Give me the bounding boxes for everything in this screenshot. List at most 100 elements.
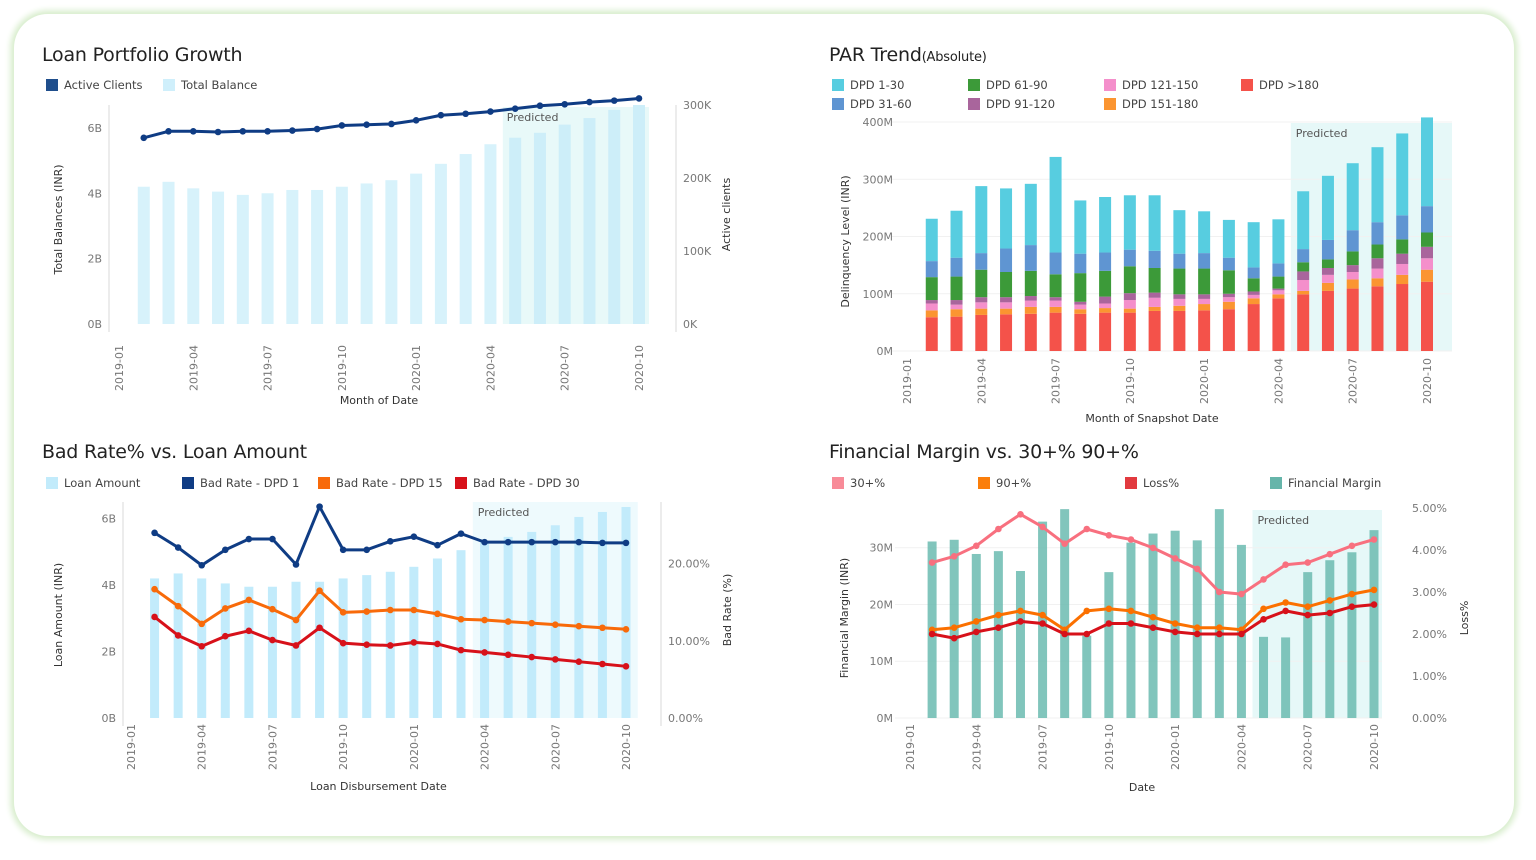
point-bad-rate-dpd-30 [339,639,347,647]
y2-axis-title: Active clients [720,177,733,251]
point-bad-rate-dpd-15 [410,606,418,614]
bar [315,581,325,718]
legend-item-bad-rate-dpd30[interactable]: Bad Rate - DPD 30 [455,476,580,490]
legend-item-dpd-1-30[interactable]: DPD 1-30 [832,78,904,92]
x-tick-label: 2019-01 [901,358,914,404]
legend-item-30-plus[interactable]: 30+% [832,476,885,490]
x-tick-label: 2019-04 [196,724,209,770]
y2-axis-title: Bad Rate (%) [721,574,734,647]
y-tick-label: 30M [870,542,894,555]
bar [971,553,981,718]
bar-segment-dpd-91-120 [1000,297,1013,303]
point-active-clients [313,125,321,133]
bar-segment-dpd-91-120 [1173,294,1186,299]
legend-item-active-clients[interactable]: Active Clients [46,78,143,92]
point-loss [1193,630,1201,638]
legend-label: Total Balance [181,78,258,92]
bar-segment-dpd-61-90 [1024,270,1037,297]
point-bad-rate-dpd-1 [504,538,512,546]
x-tick-label: 2019-01 [113,345,126,391]
chart-title-bad-rate: Bad Rate% vs. Loan Amount [42,441,307,463]
bar-segment-dpd-121-150 [950,304,963,310]
bar [993,551,1003,718]
bar-segment-dpd-61-90 [1272,276,1285,289]
bar-segment-dpd-31-60 [1024,245,1037,271]
legend-item-loan-amount[interactable]: Loan Amount [46,476,140,490]
bar-segment-dpd-121-150 [925,303,938,311]
x-tick-label: 2020-01 [1198,358,1211,404]
bar [484,144,497,324]
bar-segment-dpd-61-90 [1371,244,1384,259]
point-bad-rate-dpd-15 [528,619,536,627]
legend-item-dpd-180-plus[interactable]: DPD >180 [1241,78,1319,92]
point-bad-rate-dpd-1 [292,561,300,568]
legend-item-dpd-121-150[interactable]: DPD 121-150 [1104,78,1198,92]
bar-segment-dpd-1-30 [1074,200,1087,254]
legend-item-dpd-151-180[interactable]: DPD 151-180 [1104,97,1198,111]
bar-segment-dpd-31-60 [1346,230,1359,252]
legend-item-90-plus[interactable]: 90+% [978,476,1031,490]
bar-segment-dpd-121-150 [1371,268,1384,279]
bar-segment-dpd-121-150 [1247,294,1260,299]
point-bad-rate-dpd-30 [457,646,465,654]
legend-swatch [182,477,194,489]
legend-swatch [832,79,844,91]
bar-segment-dpd-1-30 [1222,219,1235,258]
legend-item-bad-rate-dpd15[interactable]: Bad Rate - DPD 15 [318,476,443,490]
point-active-clients [586,98,593,106]
bar-segment-dpd-1-30 [1148,195,1161,251]
point-bad-rate-dpd-1 [575,538,583,546]
bar-segment-dpd-151-180 [1123,308,1136,313]
x-tick-label: 2019-04 [975,358,988,404]
legend-item-dpd-31-60[interactable]: DPD 31-60 [832,97,912,111]
point-30 [995,525,1002,533]
y-tick-label: 10M [870,655,894,668]
bar [1325,560,1335,718]
legend-swatch [968,79,980,91]
bar-segment-dpd-180 [925,317,938,351]
bar-segment-dpd-1-30 [1346,163,1359,231]
point-active-clients [437,111,445,119]
y2-tick-label: 10.00% [668,635,710,648]
x-tick-label: 2020-10 [1421,358,1434,404]
point-loss [1017,618,1024,625]
bar-segment-dpd-151-180 [1049,306,1062,313]
bar [459,154,472,324]
point-bad-rate-dpd-1 [269,535,276,543]
point-90 [1149,613,1157,621]
point-bad-rate-dpd-30 [221,632,229,640]
legend-item-dpd-61-90[interactable]: DPD 61-90 [968,78,1048,92]
x-tick-label: 2019-01 [904,724,917,770]
bar [385,180,398,324]
point-bad-rate-dpd-30 [245,627,253,635]
bar-segment-dpd-61-90 [1222,270,1235,294]
bar [291,581,301,718]
x-tick-label: 2020-04 [479,724,492,770]
legend-item-bad-rate-dpd1[interactable]: Bad Rate - DPD 1 [182,476,299,490]
y2-axis-title: Loss% [1458,601,1471,636]
x-tick-label: 2019-10 [1124,358,1137,404]
legend-item-total-balance[interactable]: Total Balance [163,78,257,92]
bar-segment-dpd-91-120 [1198,294,1211,299]
point-loss [1260,616,1267,623]
bar-segment-dpd-151-180 [1421,269,1433,282]
bar [1082,635,1092,718]
point-loss [1282,607,1289,615]
point-30 [1083,525,1091,533]
bar-segment-dpd-61-90 [1321,259,1334,268]
point-active-clients [412,117,420,124]
x-tick-label: 2019-04 [970,724,983,770]
legend-item-financial-margin[interactable]: Financial Margin [1270,476,1381,490]
bar [1347,552,1357,718]
bar [338,578,348,718]
bar-segment-dpd-151-180 [1321,282,1334,291]
legend-item-loss[interactable]: Loss% [1125,476,1179,490]
bar [1038,521,1048,718]
legend-item-dpd-91-120[interactable]: DPD 91-120 [968,97,1055,111]
bar-segment-dpd-1-30 [1198,211,1211,254]
point-bad-rate-dpd-1 [481,538,488,546]
bar-segment-dpd-180 [1024,313,1037,351]
bar-segment-dpd-61-90 [925,277,938,301]
bar-segment-dpd-61-90 [1099,270,1112,297]
point-bad-rate-dpd-1 [410,533,418,541]
